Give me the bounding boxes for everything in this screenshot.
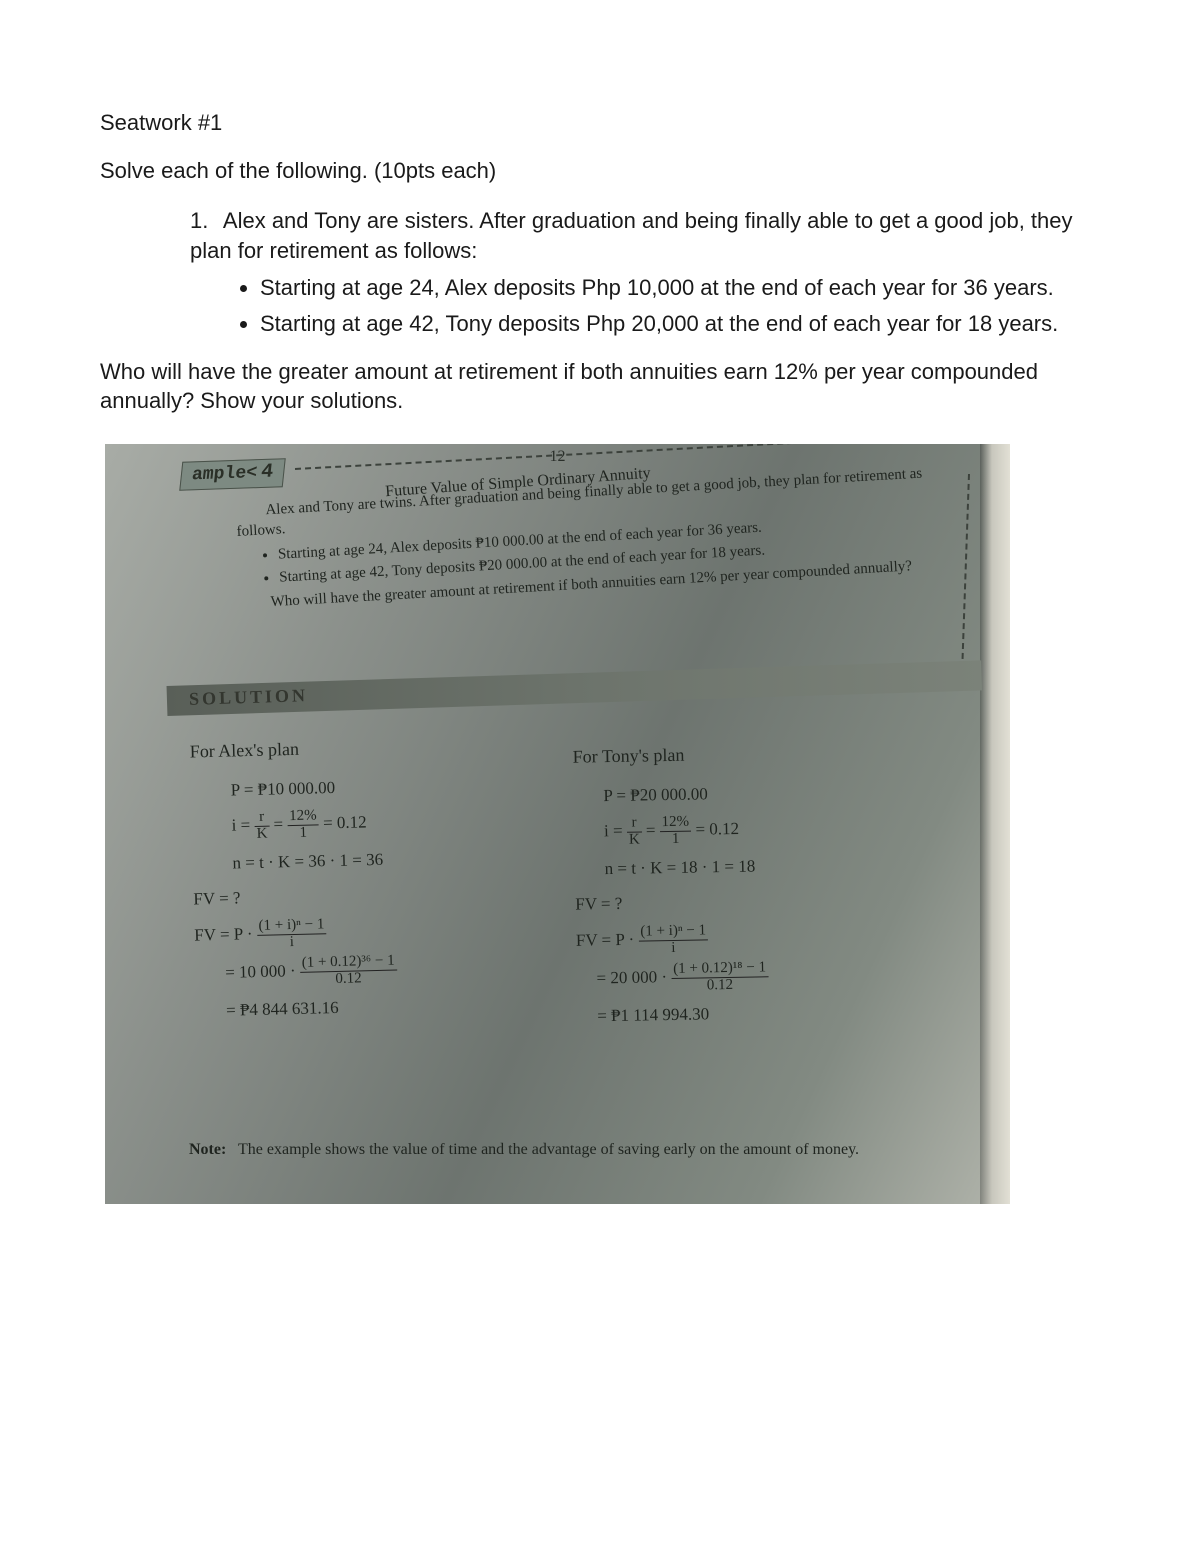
f: i (638, 940, 708, 957)
page-edge (980, 444, 1010, 1204)
f: 12% (287, 809, 319, 827)
instruction-line: Solve each of the following. (10pts each… (100, 158, 1100, 184)
tony-n: n = t · K = 18 · 1 = 18 (604, 852, 766, 884)
f: i (257, 934, 327, 951)
alex-fvq: FV = ? (193, 881, 395, 915)
lhs: FV = P · (576, 930, 635, 950)
dashed-side (961, 474, 970, 669)
problem-1: 1. Alex and Tony are sisters. After grad… (100, 206, 1100, 339)
textbook-note: Note: The example shows the value of tim… (189, 1139, 949, 1161)
alex-step: = 10 000 · (1 + 0.12)³⁶ − 10.12 (225, 954, 397, 991)
example-tag-text: ample (191, 464, 247, 486)
note-text: The example shows the value of time and … (238, 1141, 859, 1158)
tony-p: P = ₱20 000.00 (603, 779, 765, 811)
alex-p: P = ₱10 000.00 (230, 772, 392, 805)
tony-column: For Tony's plan P = ₱20 000.00 i = rK = … (572, 738, 769, 1037)
tony-result: = ₱1 114 994.30 (597, 999, 769, 1031)
f: 12% (659, 815, 691, 832)
note-label: Note: (189, 1141, 226, 1158)
f: 0.12 (671, 977, 768, 994)
f: r (254, 810, 269, 827)
lhs: = 20 000 · (596, 968, 667, 988)
seatwork-title: Seatwork #1 (100, 110, 1100, 136)
f: 0.12 (300, 971, 397, 989)
problem-intro: Alex and Tony are sisters. After graduat… (190, 208, 1073, 263)
alex-i-rhs: = 0.12 (323, 813, 367, 833)
bullet-tony: Starting at age 42, Tony deposits Php 20… (260, 309, 1100, 339)
alex-result: = ₱4 844 631.16 (226, 992, 398, 1025)
f: (1 + i)ⁿ − 1 (256, 917, 326, 935)
f: (1 + i)ⁿ − 1 (638, 923, 708, 941)
alex-header: For Alex's plan (189, 732, 391, 768)
tony-header: For Tony's plan (572, 738, 764, 772)
eq: = (273, 815, 283, 834)
alex-column: For Alex's plan P = ₱10 000.00 i = rK = … (189, 732, 398, 1032)
tony-i: i = rK = 12%1 = 0.12 (604, 814, 766, 849)
f: r (627, 816, 642, 833)
bullet-alex: Starting at age 24, Alex deposits Php 10… (260, 273, 1100, 303)
example-tag: ample<4 (179, 458, 285, 491)
eq: = (646, 821, 656, 840)
problem-question: Who will have the greater amount at reti… (100, 357, 1100, 416)
f: K (254, 827, 269, 843)
document-page: Seatwork #1 Solve each of the following.… (0, 0, 1200, 1264)
f: K (627, 833, 642, 849)
textbook-problem: Alex and Tony are twins. After graduatio… (235, 462, 960, 614)
textbook-photo: 12 ample<4 Future Value of Simple Ordina… (105, 444, 1010, 1204)
example-number: 4 (260, 461, 274, 484)
f: 1 (660, 832, 692, 848)
tony-fv-formula: FV = P · (1 + i)ⁿ − 1i (576, 922, 768, 958)
problem-number: 1. (190, 206, 218, 236)
alex-i: i = rK = 12%1 = 0.12 (231, 807, 393, 843)
alex-n: n = t · K = 36 · 1 = 36 (232, 846, 394, 879)
alex-i-lhs: i = (231, 816, 250, 835)
tony-step: = 20 000 · (1 + 0.12)¹⁸ − 10.12 (596, 961, 768, 996)
solution-label: SOLUTION (189, 685, 309, 710)
problem-bullets: Starting at age 24, Alex deposits Php 10… (190, 273, 1100, 338)
f: 1 (287, 826, 319, 843)
alex-fv-formula: FV = P · (1 + i)ⁿ − 1i (194, 915, 396, 952)
rhs: = 0.12 (695, 820, 739, 840)
lhs: = 10 000 · (225, 962, 296, 983)
lhs: i = (604, 822, 623, 841)
page-number: 12 (550, 448, 566, 466)
lhs: FV = P · (194, 924, 253, 944)
tony-fvq: FV = ? (575, 887, 767, 919)
